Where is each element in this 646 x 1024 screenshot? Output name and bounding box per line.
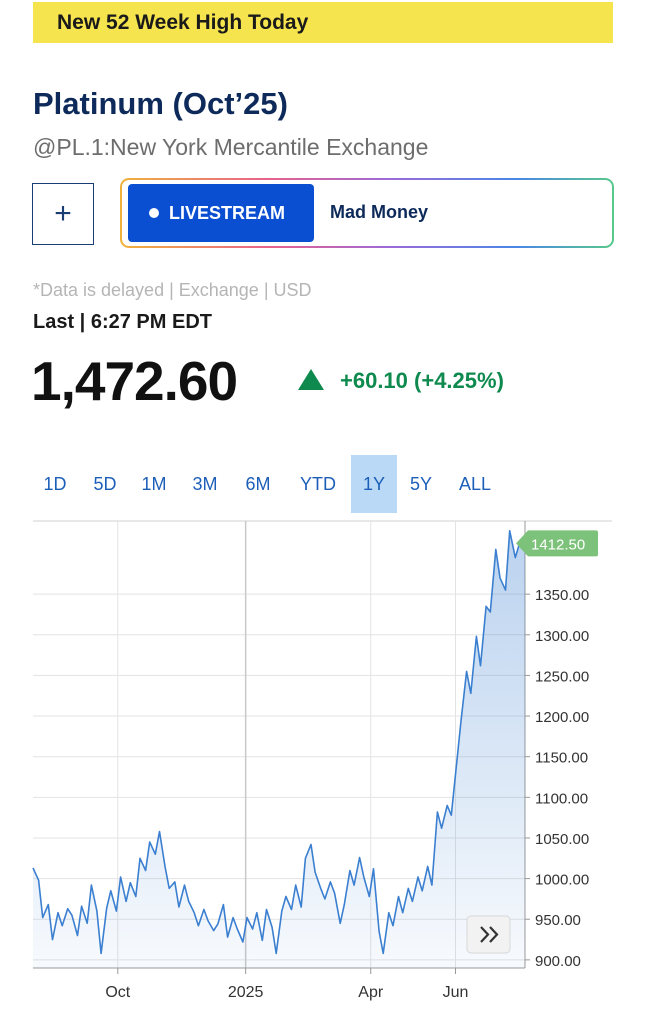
livestream-banner[interactable]: LIVESTREAM Mad Money [120, 178, 614, 248]
livestream-button[interactable]: LIVESTREAM [128, 184, 314, 242]
x-tick-label: Jun [443, 984, 469, 1001]
series-line [32, 530, 526, 955]
tab-1y[interactable]: 1Y [351, 455, 397, 513]
add-to-watchlist-button[interactable]: + [32, 183, 94, 245]
livestream-label: LIVESTREAM [169, 202, 286, 223]
y-tick-label: 1100.00 [535, 790, 588, 807]
y-tick-label: 1000.00 [535, 872, 589, 889]
tab-1d[interactable]: 1D [43, 473, 67, 494]
tab-1m[interactable]: 1M [141, 473, 167, 494]
symbol-exchange: @PL.1:New York Mercantile Exchange [33, 134, 429, 160]
y-tick-label: 1350.00 [535, 587, 589, 604]
plus-icon: + [54, 197, 72, 230]
last-value-label: 1412.50 [531, 536, 585, 553]
series-area [33, 530, 525, 968]
x-tick-label: Apr [358, 984, 384, 1001]
dot-icon [149, 208, 159, 218]
new-high-banner: New 52 Week High Today [33, 2, 613, 43]
tab-5d[interactable]: 5D [93, 473, 117, 494]
y-tick-label: 1150.00 [535, 750, 588, 767]
y-tick-label: 950.00 [535, 912, 581, 929]
last-price: 1,472.60 [31, 350, 238, 412]
double-chevron-right-icon [480, 926, 499, 943]
y-tick-label: 1050.00 [535, 831, 589, 848]
expand-chart-button[interactable] [466, 915, 511, 954]
x-tick-label: Oct [105, 984, 130, 1001]
data-delay-note: *Data is delayed | Exchange | USD [33, 280, 312, 300]
y-tick-label: 1250.00 [535, 668, 589, 685]
price-change: +60.10 (+4.25%) [340, 368, 504, 393]
tab-5y[interactable]: 5Y [409, 473, 433, 494]
show-name-link[interactable]: Mad Money [330, 202, 429, 222]
y-tick-label: 1200.00 [535, 709, 589, 726]
tab-all[interactable]: ALL [458, 473, 492, 494]
last-value-tag [516, 530, 598, 557]
tab-3m[interactable]: 3M [192, 473, 218, 494]
tab-ytd[interactable]: YTD [300, 473, 336, 494]
y-tick-label: 900.00 [535, 953, 581, 970]
tab-6m[interactable]: 6M [245, 473, 271, 494]
y-tick-label: 1300.00 [535, 628, 589, 645]
last-trade-time: Last | 6:27 PM EDT [33, 311, 212, 333]
price-chart[interactable]: 900.00 950.00 1000.00 1050.00 1100.00 1150.00… [0, 515, 646, 1005]
banner-text: New 52 Week High Today [57, 11, 309, 34]
x-tick-label: 2025 [228, 984, 264, 1001]
page-title: Platinum (Oct’25) [33, 86, 288, 121]
livestream-banner-inner: LIVESTREAM Mad Money [122, 180, 612, 246]
triangle-up-icon [298, 369, 324, 390]
